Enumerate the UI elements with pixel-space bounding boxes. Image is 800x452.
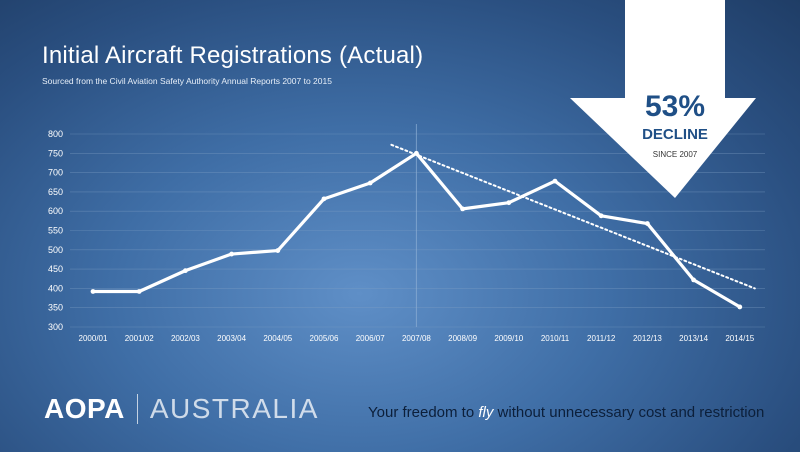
data-point [598, 213, 604, 219]
x-axis-ticks: 2000/01 2001/02 2002/03 2003/04 2004/05 2005/… [79, 334, 755, 343]
chart-subtitle: Sourced from the Civil Aviation Safety A… [42, 76, 332, 86]
x-tick-label: 2001/02 [125, 334, 154, 343]
trendline-dotted [390, 143, 756, 290]
y-tick-label: 350 [48, 303, 63, 313]
data-point [275, 248, 281, 253]
x-tick-label: 2003/04 [217, 334, 246, 343]
decline-since: SINCE 2007 [652, 150, 698, 159]
trendline [390, 143, 756, 290]
decline-arrow-icon [570, 0, 756, 198]
y-tick-label: 550 [48, 226, 63, 236]
x-tick-label: 2007/08 [402, 334, 431, 343]
x-tick-label: 2006/07 [356, 334, 385, 343]
logo-divider [136, 394, 138, 424]
tagline: Your freedom to fly without unnecessary … [368, 404, 764, 421]
x-tick-label: 2010/11 [541, 334, 570, 343]
x-tick-label: 2005/06 [310, 334, 339, 343]
y-tick-label: 400 [48, 283, 63, 293]
data-point [229, 251, 235, 257]
x-tick-label: 2002/03 [171, 334, 200, 343]
x-tick-label: 2009/10 [494, 334, 523, 343]
x-tick-label: 2000/01 [79, 334, 108, 343]
y-tick-label: 700 [48, 168, 63, 178]
x-tick-label: 2013/14 [679, 334, 708, 343]
data-point [552, 178, 558, 184]
data-point [136, 289, 142, 294]
x-tick-label: 2008/09 [448, 334, 477, 343]
data-point [737, 304, 743, 310]
x-tick-label: 2012/13 [633, 334, 662, 343]
x-tick-label: 2004/05 [263, 334, 292, 343]
series-registrations [90, 150, 743, 310]
y-tick-label: 650 [48, 187, 63, 197]
y-axis-ticks: 300 350 400 450 500 550 600 650 700 750 800 [48, 129, 63, 332]
data-point [90, 289, 96, 294]
data-point [367, 180, 373, 186]
y-tick-label: 450 [48, 264, 63, 274]
data-point [183, 268, 188, 274]
logo-secondary: AUSTRALIA [149, 393, 319, 424]
aopa-logo: AOPA AUSTRALIA [44, 392, 319, 426]
y-tick-label: 600 [48, 206, 63, 216]
data-point [645, 221, 650, 226]
y-tick-label: 500 [48, 245, 63, 255]
data-point [460, 206, 465, 212]
y-tick-label: 750 [48, 148, 63, 158]
logo-primary: AOPA [44, 393, 125, 424]
tagline-emphasis: fly [478, 404, 494, 421]
y-tick-label: 800 [48, 129, 63, 139]
data-point [691, 277, 696, 283]
chart-title: Initial Aircraft Registrations (Actual) [42, 42, 424, 69]
data-point [321, 196, 327, 202]
tagline-before: Your freedom to [368, 404, 479, 421]
decline-label: DECLINE [642, 126, 708, 143]
decline-percent: 53% [644, 90, 706, 123]
data-point [414, 150, 419, 156]
y-tick-label: 300 [48, 322, 63, 332]
x-tick-label: 2011/12 [587, 334, 616, 343]
data-point [506, 200, 512, 206]
tagline-after: without unnecessary cost and restriction [493, 404, 765, 421]
x-tick-label: 2014/15 [725, 334, 754, 343]
